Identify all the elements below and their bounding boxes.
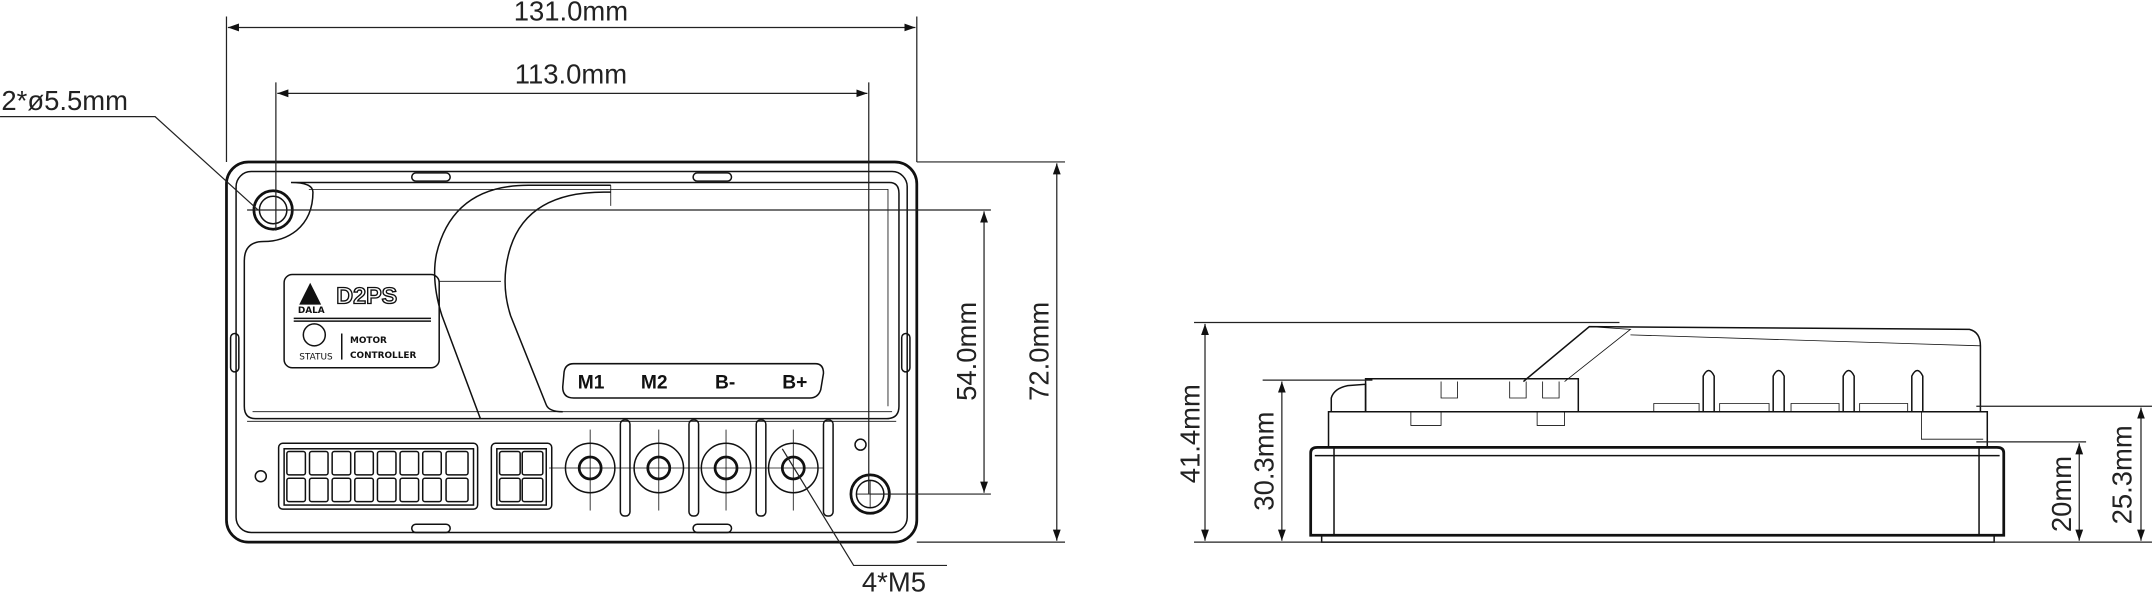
connector-pin-cavity [308, 450, 329, 476]
housing-outline [225, 160, 919, 544]
status-led [302, 323, 327, 347]
base-height-label: 20mm [2046, 456, 2077, 532]
terminal-label-plate: M1 M2 B- B+ [561, 362, 825, 399]
terminal-label-m1: M1 [578, 372, 605, 393]
side-nub [1330, 383, 1367, 412]
terminal-thread-label: 4*M5 [862, 567, 926, 597]
front-view: DALA D2PS STATUS MOTOR CONTROLLER M1 M2 … [225, 160, 919, 544]
label-line2: CONTROLLER [350, 351, 416, 361]
status-text: STATUS [299, 353, 333, 363]
connector-14-pin [277, 442, 479, 510]
connector-pin-cavity [521, 477, 544, 503]
product-label: DALA D2PS STATUS MOTOR CONTROLLER [283, 273, 440, 369]
connector-pin-cavity [286, 477, 307, 503]
terminal-stud [564, 429, 616, 511]
connector-height-label: 30.3mm [1249, 412, 1280, 511]
terminal-label-b-minus: B- [715, 372, 735, 393]
connector-pin-cavity [308, 477, 329, 503]
connector-pin-cavity [354, 450, 375, 476]
cover-swoop-inner [504, 191, 611, 413]
connector-pin-cavity [498, 477, 521, 503]
connector-pin-cavity [354, 477, 375, 503]
connector-pin-cavity [421, 477, 443, 503]
front-dimensions: 131.0mm 113.0mm 2*ø5.5mm 54.0mm 72.0mm 4… [0, 0, 1066, 597]
terminal-label-b-plus: B+ [782, 372, 807, 393]
overall-width-label: 131.0mm [514, 0, 628, 27]
side-dimensions: 41.4mm 30.3mm 20mm 25.3mm [1175, 321, 2152, 543]
svg-text:DALA: DALA [298, 306, 325, 316]
connector-4-pin [490, 442, 553, 510]
terminal-label-m2: M2 [641, 372, 668, 393]
connector-pin-cavity [331, 450, 352, 476]
connector-pin-cavity [399, 477, 420, 503]
terminal-pin [1702, 369, 1715, 412]
top-cover-panel [243, 181, 900, 420]
terminal-height-label: 25.3mm [2106, 425, 2137, 524]
connector-pin-cavity [376, 450, 397, 476]
terminal-pin [1842, 369, 1855, 412]
terminal-rib [822, 419, 834, 517]
connector-pin-cavity [399, 450, 420, 476]
terminal-pin [1772, 369, 1785, 412]
side-connectors [1364, 378, 1580, 412]
middle-layer [1327, 410, 1989, 448]
label-line1: MOTOR [350, 336, 387, 346]
connector-pin-cavity [421, 450, 443, 476]
hole-spacing-height-label: 54.0mm [951, 302, 982, 401]
cover-swoop-outer [433, 184, 611, 419]
terminal-stud [767, 429, 819, 511]
connector-pin-cavity [445, 450, 469, 476]
connector-pin-cavity [331, 477, 352, 503]
connector-pin-cavity [498, 450, 521, 476]
connector-pin-cavity [376, 477, 397, 503]
overall-height-label: 72.0mm [1024, 302, 1055, 401]
dala-logo: DALA [298, 282, 325, 316]
upper-housing [1522, 325, 1982, 412]
model-name: D2PS [336, 282, 397, 308]
terminal-pins [1702, 369, 1924, 412]
base-block [1309, 446, 2006, 537]
terminal-stud [700, 429, 752, 511]
mount-hole-label: 2*ø5.5mm [1, 85, 128, 116]
connector-pin-cavity [521, 450, 544, 476]
housing-inner-border [235, 170, 908, 534]
side-view [1309, 325, 2006, 543]
total-thickness-label: 41.4mm [1175, 384, 1206, 483]
hole-spacing-width-label: 113.0mm [515, 59, 627, 90]
terminal-stud [633, 429, 685, 511]
connector-pin-cavity [445, 477, 469, 503]
terminal-pin [1911, 369, 1924, 412]
connector-pin-cavity [286, 450, 307, 476]
